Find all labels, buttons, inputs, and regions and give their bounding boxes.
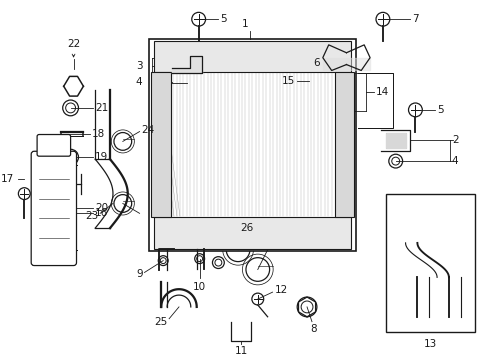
Text: 15: 15 (282, 76, 295, 86)
Text: 14: 14 (376, 87, 389, 97)
Polygon shape (386, 132, 406, 148)
Text: 18: 18 (92, 129, 105, 139)
Text: 21: 21 (95, 103, 108, 113)
Text: 11: 11 (234, 346, 247, 356)
Text: 2: 2 (452, 135, 459, 145)
Text: 16: 16 (95, 208, 108, 218)
Bar (149, 39, 356, 251)
Text: 23: 23 (85, 211, 98, 221)
Text: 4: 4 (136, 77, 143, 87)
Text: 17: 17 (1, 174, 14, 184)
Text: 4: 4 (452, 156, 459, 166)
Bar (154, 41, 351, 72)
Bar (386, 194, 474, 332)
Text: 3: 3 (136, 60, 143, 71)
Text: 5: 5 (220, 14, 227, 24)
FancyBboxPatch shape (31, 151, 76, 266)
Text: 20: 20 (95, 203, 108, 213)
Text: 9: 9 (136, 269, 143, 279)
Bar (154, 217, 351, 249)
Bar (335, 72, 354, 217)
FancyBboxPatch shape (37, 135, 71, 156)
Text: 25: 25 (154, 317, 167, 327)
Text: 13: 13 (423, 339, 437, 350)
Bar (151, 72, 171, 217)
Text: 12: 12 (274, 285, 288, 295)
Text: 6: 6 (313, 58, 320, 68)
Text: 22: 22 (67, 39, 80, 49)
Text: 26: 26 (240, 223, 253, 233)
Text: 8: 8 (311, 324, 317, 334)
Text: 1: 1 (242, 19, 248, 29)
Text: 7: 7 (413, 14, 419, 24)
Text: 24: 24 (142, 125, 155, 135)
Text: 10: 10 (193, 282, 206, 292)
Text: 19: 19 (95, 152, 108, 162)
Polygon shape (172, 56, 201, 73)
Text: 5: 5 (437, 105, 444, 115)
